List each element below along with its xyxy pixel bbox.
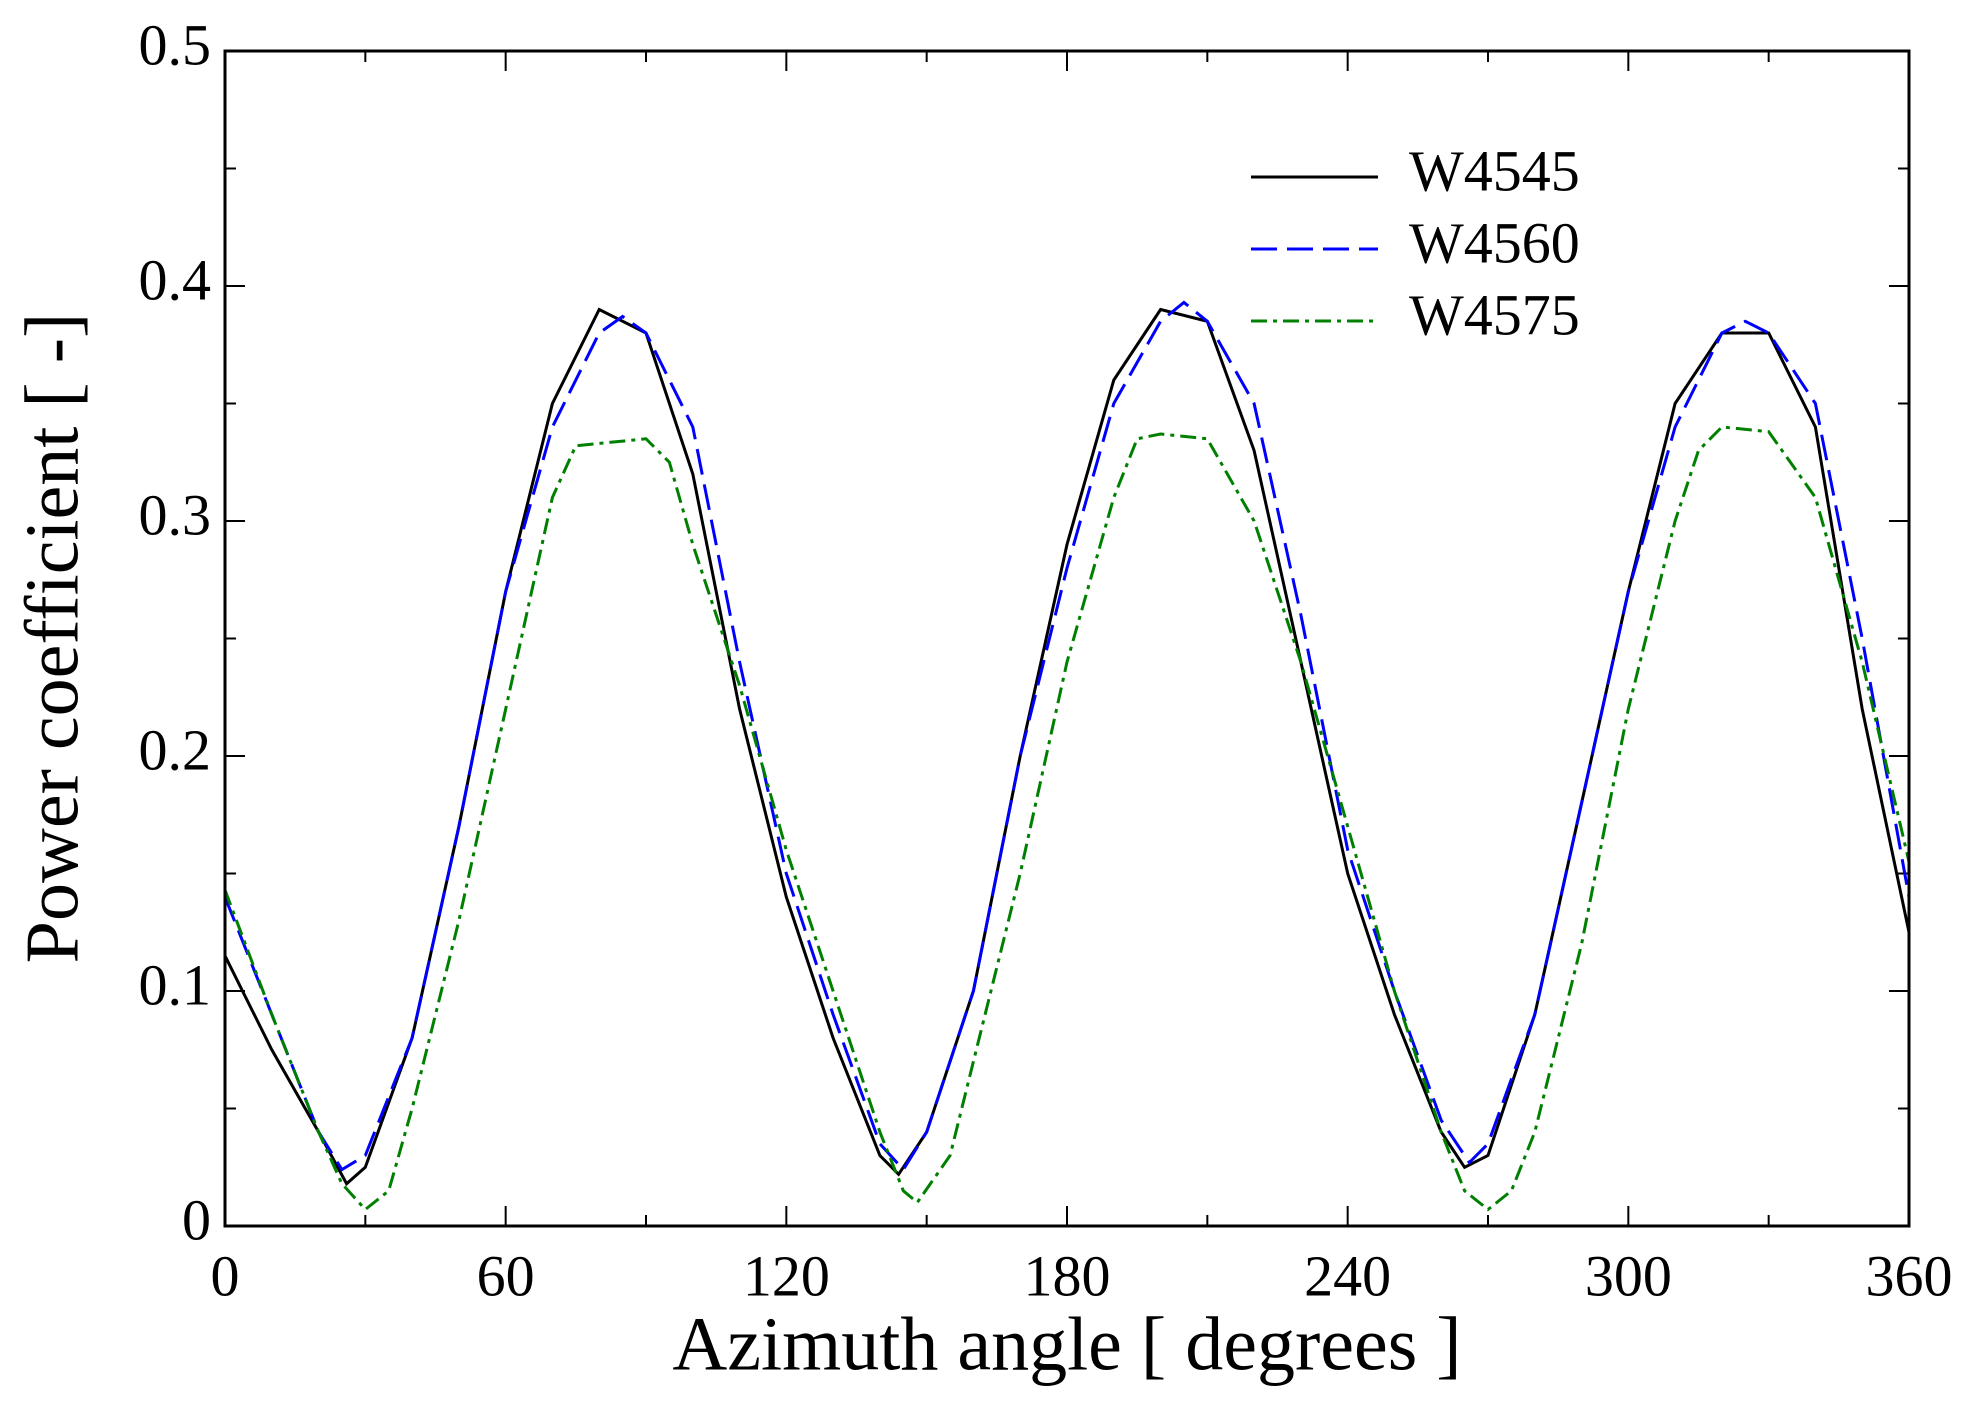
series-line [223,425,1911,1212]
y-tick-label: 0.1 [139,952,212,1017]
legend-label: W4560 [1409,210,1580,275]
y-axis-label: Power coefficient [ -] [10,313,94,964]
legend-label: W4545 [1409,138,1580,203]
y-tick-label: 0.4 [139,247,212,312]
series-line [223,300,1911,1173]
x-tick-label: 360 [1866,1243,1953,1308]
y-tick-label: 0.5 [139,12,212,77]
x-tick-label: 180 [1024,1243,1111,1308]
y-tick-label: 0.3 [139,482,212,547]
x-tick-label: 300 [1585,1243,1672,1308]
plot-frame [223,49,1911,1228]
x-tick-label: 240 [1304,1243,1391,1308]
x-axis-label: Azimuth angle [ degrees ] [672,1302,1461,1386]
x-tick-label: 0 [211,1243,240,1308]
x-tick-label: 60 [477,1243,535,1308]
series-line [223,307,1911,1187]
y-tick-label: 0 [182,1187,211,1252]
y-tick-label: 0.2 [139,717,212,782]
x-tick-label: 120 [743,1243,830,1308]
legend-label: W4575 [1409,282,1580,347]
